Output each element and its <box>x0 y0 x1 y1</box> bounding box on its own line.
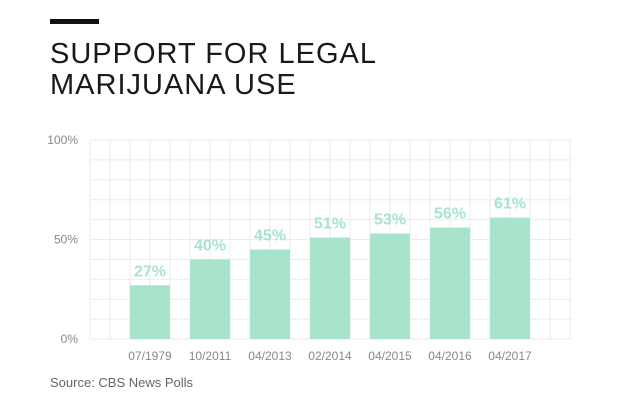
title-accent-bar <box>50 19 99 24</box>
bar-data-label: 61% <box>494 196 526 213</box>
bar <box>130 285 170 339</box>
bar <box>490 217 530 339</box>
x-tick-label: 07/1979 <box>128 349 172 363</box>
bar-data-label: 56% <box>434 206 466 223</box>
bar <box>310 237 350 339</box>
x-tick-label: 04/2015 <box>368 349 412 363</box>
bar <box>250 249 290 339</box>
x-tick-label: 04/2016 <box>428 349 472 363</box>
bar <box>370 233 410 339</box>
chart-title-line-1: SUPPORT FOR LEGAL <box>50 38 377 70</box>
source-note: Source: CBS News Polls <box>50 375 194 390</box>
bar <box>430 227 470 339</box>
bar <box>190 259 230 339</box>
x-tick-label: 04/2013 <box>248 349 292 363</box>
y-tick-label: 50% <box>54 233 78 247</box>
x-tick-label: 02/2014 <box>308 349 352 363</box>
chart-title: SUPPORT FOR LEGAL MARIJUANA USE <box>50 39 570 101</box>
y-tick-label: 0% <box>61 332 79 346</box>
bar-data-label: 51% <box>314 216 346 233</box>
y-tick-label: 100% <box>47 133 78 147</box>
x-tick-label: 10/2011 <box>189 349 232 363</box>
bar-data-label: 27% <box>134 263 166 280</box>
bar-data-label: 40% <box>194 237 226 254</box>
x-tick-label: 04/2017 <box>488 349 532 363</box>
bar-data-label: 45% <box>254 227 286 244</box>
chart-title-line-2: MARIJUANA USE <box>50 69 297 101</box>
bar-data-label: 53% <box>374 212 406 229</box>
